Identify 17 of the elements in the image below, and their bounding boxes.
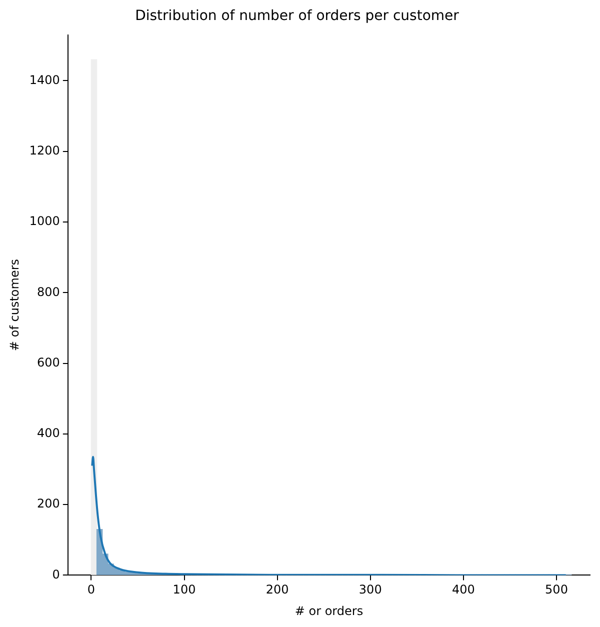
y-axis-title: # of customers: [7, 258, 22, 352]
chart-title: Distribution of number of orders per customer: [135, 8, 460, 24]
y-tick-label: 400: [37, 426, 60, 440]
x-tick-label: 500: [545, 582, 568, 597]
x-tick-label: 200: [266, 582, 289, 597]
x-tick-label: 100: [172, 582, 196, 597]
x-tick-label: 300: [358, 582, 382, 597]
x-tick-label: 0: [87, 582, 96, 597]
x-tick-label: 400: [452, 582, 475, 597]
y-tick-label: 1200: [29, 143, 60, 158]
y-tick-label: 200: [37, 496, 60, 511]
y-tick-label: 800: [37, 284, 60, 299]
y-tick-label: 0: [52, 567, 60, 582]
x-axis-title: # or orders: [294, 604, 364, 618]
y-tick-label: 1000: [29, 214, 60, 228]
y-tick-label: 1400: [29, 72, 60, 87]
y-tick-label: 600: [37, 355, 60, 370]
